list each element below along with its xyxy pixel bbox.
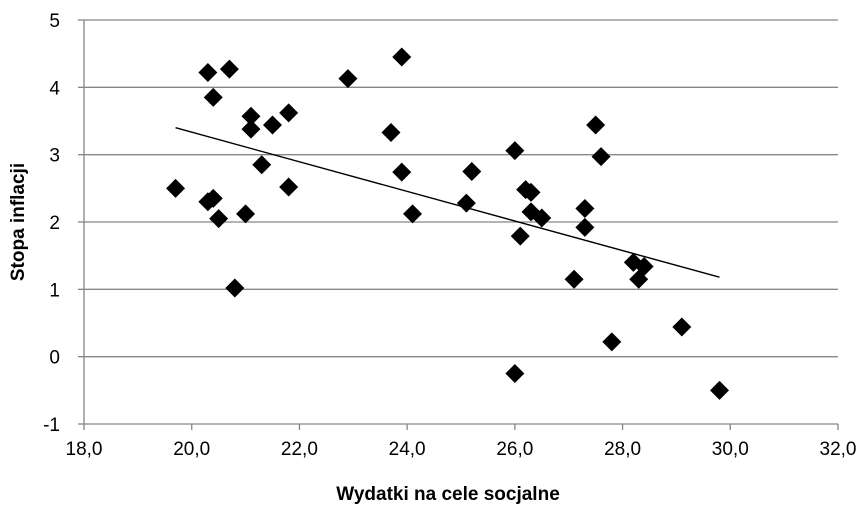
data-point — [252, 155, 272, 175]
data-point — [381, 122, 401, 142]
data-point — [505, 141, 525, 161]
x-tick-label: 26,0 — [496, 439, 533, 460]
y-tick-label: 5 — [49, 11, 60, 32]
data-point — [710, 380, 730, 400]
x-tick-labels: 18,0 20,0 22,0 24,0 26,0 28,0 30,0 32,0 — [66, 439, 857, 460]
data-point — [219, 59, 239, 79]
data-point — [591, 147, 611, 167]
gridlines — [84, 19, 838, 358]
y-tick-label: -1 — [43, 415, 60, 436]
data-point — [602, 332, 622, 352]
data-point — [166, 178, 186, 198]
data-point — [575, 217, 595, 237]
data-point — [462, 162, 482, 181]
x-tick-label: 22,0 — [281, 439, 318, 460]
data-point — [532, 208, 552, 228]
x-tick-label: 18,0 — [66, 439, 103, 460]
data-point — [198, 63, 218, 83]
data-point — [403, 204, 423, 224]
data-point — [392, 47, 412, 67]
data-point — [575, 199, 595, 219]
axes — [78, 19, 839, 430]
data-point — [510, 226, 530, 246]
y-axis-title: Stopa inflacji — [8, 163, 29, 281]
data-point — [263, 115, 282, 135]
data-point — [225, 278, 245, 298]
data-point — [392, 162, 412, 182]
y-tick-labels: -1 0 1 2 3 4 5 — [43, 11, 60, 436]
trendline-group — [175, 127, 720, 278]
x-tick-label: 20,0 — [173, 439, 210, 460]
data-point — [672, 317, 692, 337]
data-point — [203, 87, 223, 107]
data-point — [279, 103, 299, 123]
x-tick-label: 30,0 — [712, 439, 749, 460]
data-point — [586, 115, 606, 135]
x-tick-label: 28,0 — [604, 439, 641, 460]
data-point — [236, 204, 256, 224]
x-tick-label: 24,0 — [389, 439, 426, 460]
data-point — [203, 188, 223, 208]
y-tick-label: 4 — [49, 78, 60, 99]
data-point — [241, 106, 261, 126]
data-point — [338, 69, 358, 89]
data-point — [505, 364, 525, 383]
y-tick-label: 3 — [49, 146, 60, 167]
data-point — [564, 269, 584, 289]
y-tick-label: 2 — [49, 213, 60, 234]
x-tick-label: 32,0 — [820, 439, 857, 460]
data-point — [279, 177, 299, 197]
data-points — [166, 47, 730, 400]
data-point — [209, 209, 229, 229]
y-tick-label: 0 — [49, 348, 60, 369]
y-tick-label: 1 — [49, 280, 60, 301]
data-point — [521, 182, 541, 202]
data-point — [241, 119, 261, 139]
data-point — [634, 256, 654, 276]
x-axis-title: Wydatki na cele socjalne — [336, 484, 560, 505]
trendline — [175, 127, 720, 278]
data-point — [456, 193, 476, 213]
